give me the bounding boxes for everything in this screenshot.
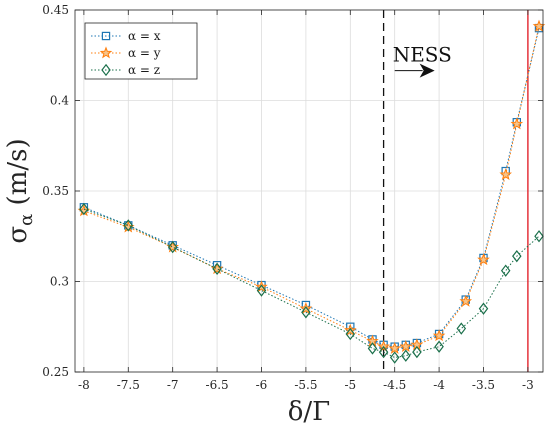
star-marker [210,262,224,275]
series-line [83,208,540,359]
x-tick-label: -5.5 [294,378,317,392]
diamond-marker [301,306,311,319]
diamond-marker [367,342,378,355]
diamond-marker [378,345,389,359]
series-diamond [79,202,544,364]
x-tick-label: -5 [344,378,356,392]
legend: α = x α = y α = z [84,22,198,80]
x-tick-label: -3 [522,378,534,392]
x-tick-label: -7 [167,378,179,392]
star-marker [388,341,401,354]
x-tick-label: -4 [433,378,445,392]
star-marker [299,302,313,315]
x-tick-label: -6.5 [206,378,229,392]
star-marker [477,253,490,266]
y-tick-label: 0.3 [50,275,69,289]
star-marker [432,329,446,342]
diamond-marker [401,349,411,362]
square-marker [101,31,111,41]
ness-arrow-head [419,63,435,78]
star-marker [255,280,268,293]
diamond-marker [256,284,267,297]
diamond-marker [123,219,134,232]
series-line [83,27,540,348]
star-marker [499,168,512,181]
y-tick-label: 0.25 [42,365,69,379]
diamond-marker [412,345,422,359]
x-axis-label: δ/Γ [288,397,330,427]
y-tick-label: 0.45 [42,3,69,17]
star-marker [99,46,113,59]
x-tick-label: -4.5 [383,378,406,392]
y-tick-label: 0.35 [42,184,69,198]
y-axis-label-unit: (m/s) [3,138,33,213]
diamond-marker [101,63,111,77]
diamond-marker [434,340,444,353]
diamond-marker [167,240,178,254]
star-marker [344,323,357,336]
legend-label: α = y [128,46,161,60]
star-marker [459,294,473,307]
diamond-marker [212,262,222,276]
diamond-marker [500,264,511,277]
diamond-marker [534,230,544,243]
legend-label: α = x [128,29,161,43]
diamond-marker [389,351,400,364]
diamond-marker [512,249,522,263]
x-tick-label: -6 [256,378,268,392]
diamond-marker [79,202,89,216]
x-tick-labels: -8 -7.5 -7 -6.5 -6 -5.5 -5 -4.5 -4 -3.5 -3 [78,378,534,392]
y-tick-labels: 0.25 0.3 0.35 0.4 0.45 [42,3,69,379]
y-axis-label-symbol: σ [3,226,33,244]
y-axis-label-subscript: α [16,214,37,226]
y-axis-label: σα (m/s) [3,138,37,243]
diamond-marker [478,302,489,315]
ness-label: NESS [393,43,452,67]
diamond-marker [456,322,467,335]
ness-annotation: NESS [393,43,452,78]
y-tick-label: 0.4 [50,94,69,108]
x-tick-label: -7.5 [117,378,140,392]
star-marker [399,340,413,353]
x-tick-label: -3.5 [472,378,495,392]
data-series [77,19,546,364]
x-tick-label: -8 [78,378,90,392]
legend-label: α = z [128,63,160,77]
diamond-marker [345,327,356,341]
reference-lines [382,10,529,372]
star-marker [166,240,179,253]
axis-ticks [75,9,543,373]
star-marker [510,117,524,130]
